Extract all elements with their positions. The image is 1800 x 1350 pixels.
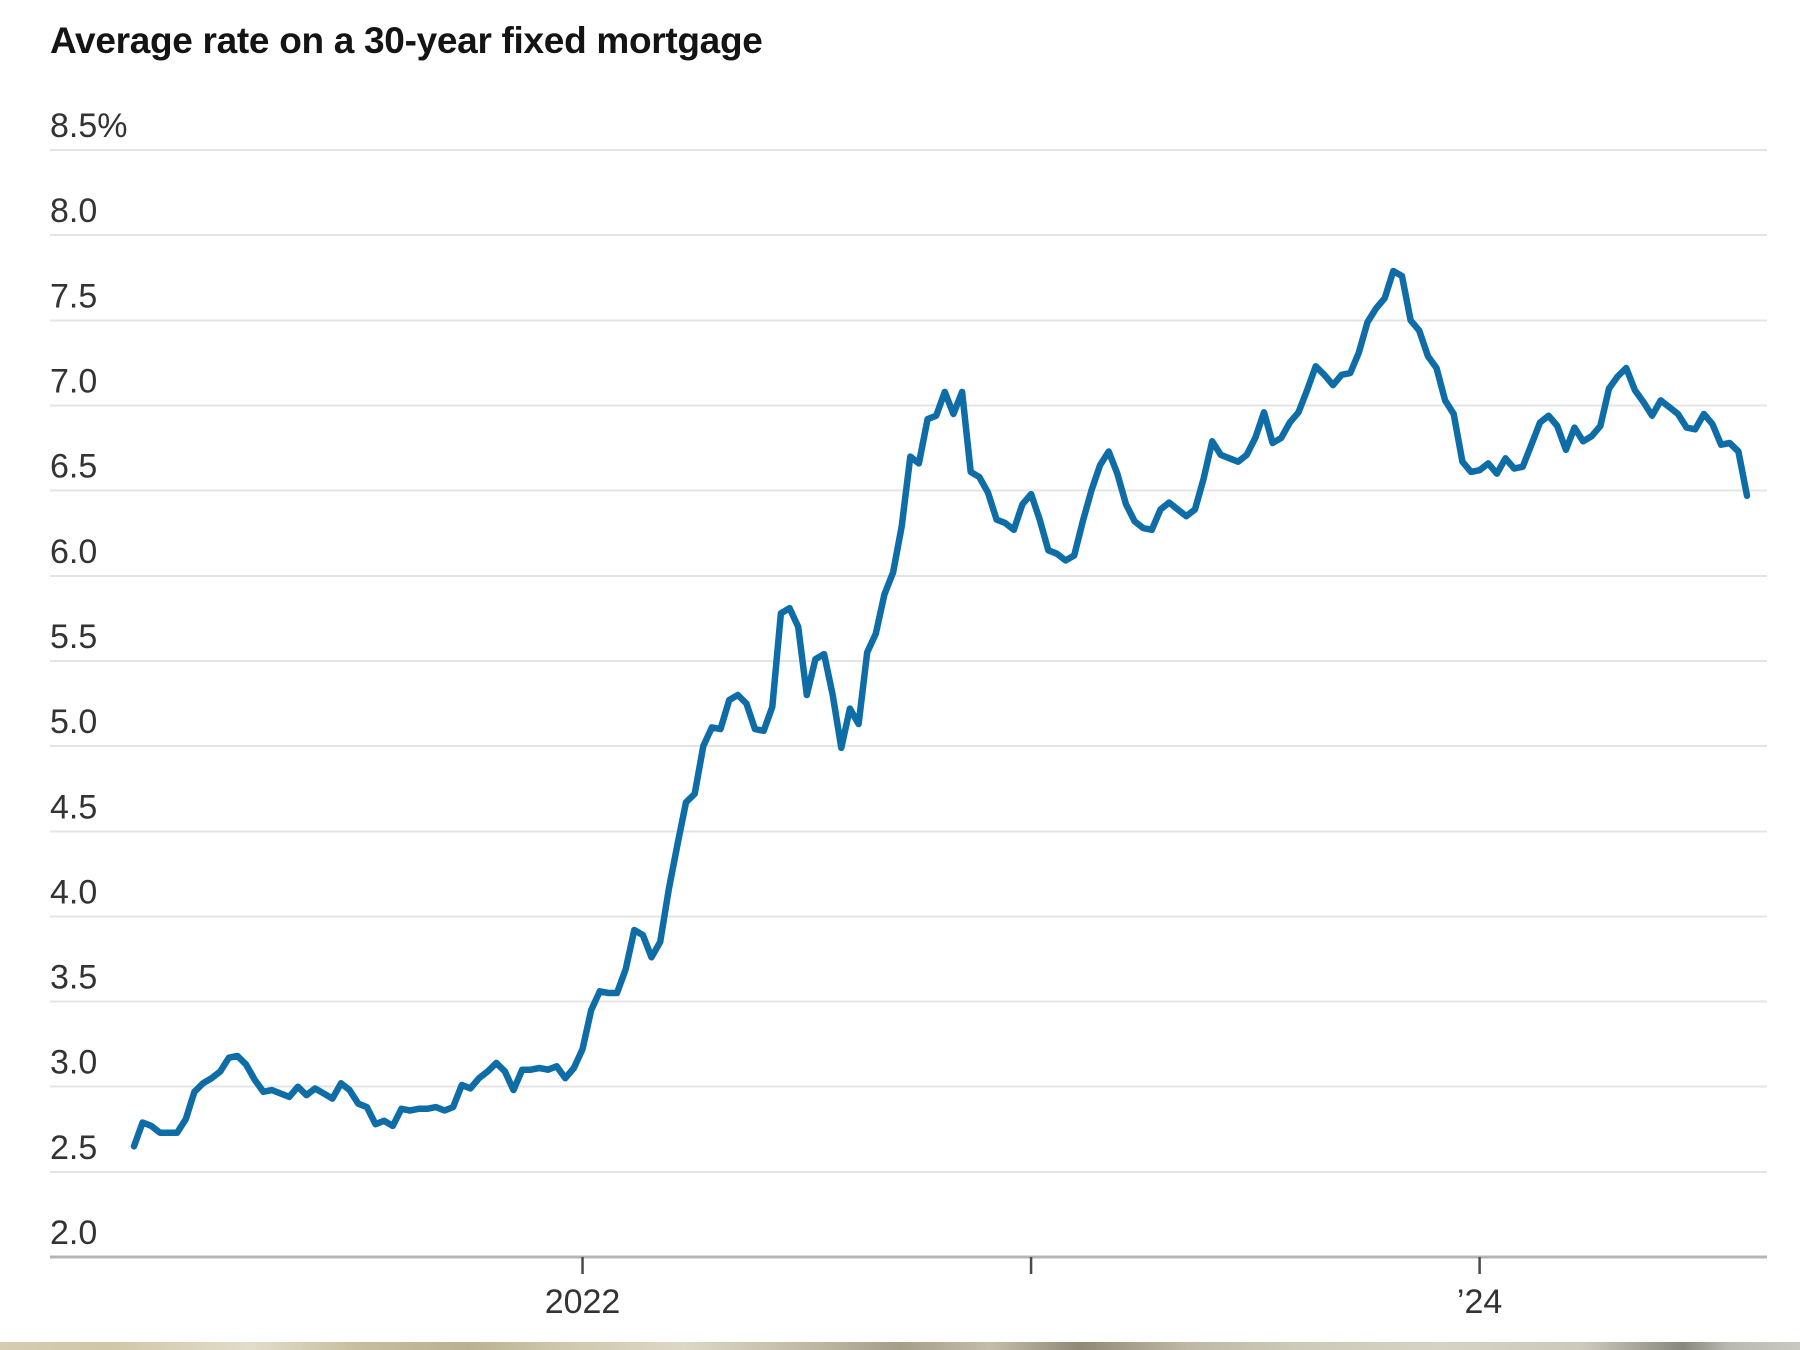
- bottom-image-edge: [0, 1342, 1800, 1350]
- y-axis-label: 2.5: [50, 1129, 97, 1167]
- y-axis-label: 8.0: [50, 192, 97, 230]
- y-axis-label: 5.0: [50, 703, 97, 741]
- y-axis-label: 5.5: [50, 618, 97, 656]
- y-axis-labels: 8.5% 8.0 7.5 7.0 6.5 6.0 5.5 5.0 4.5 4.0 3.5 3.0 2.5…: [50, 107, 128, 1252]
- y-axis-label: 2.0: [50, 1214, 97, 1252]
- y-axis-label: 6.0: [50, 533, 97, 571]
- y-axis-label: 3.0: [50, 1044, 97, 1082]
- x-axis-labels: 2022 ’24: [545, 1283, 1503, 1321]
- y-axis-label: 4.5: [50, 788, 97, 826]
- y-axis-label: 4.0: [50, 873, 97, 911]
- x-axis-label: 2022: [545, 1283, 621, 1321]
- x-axis-ticks: [581, 1257, 1481, 1274]
- x-axis-label: ’24: [1457, 1283, 1502, 1321]
- y-axis-label: 6.5: [50, 448, 97, 486]
- y-axis-label: 3.5: [50, 959, 97, 997]
- chart-title: Average rate on a 30-year fixed mortgage: [50, 20, 763, 61]
- rate-line: [130, 267, 1751, 1150]
- y-axis-label: 7.5: [50, 277, 97, 315]
- y-axis-label: 8.5%: [50, 107, 128, 145]
- gridlines: [50, 149, 1767, 1173]
- y-axis-label: 7.0: [50, 363, 97, 401]
